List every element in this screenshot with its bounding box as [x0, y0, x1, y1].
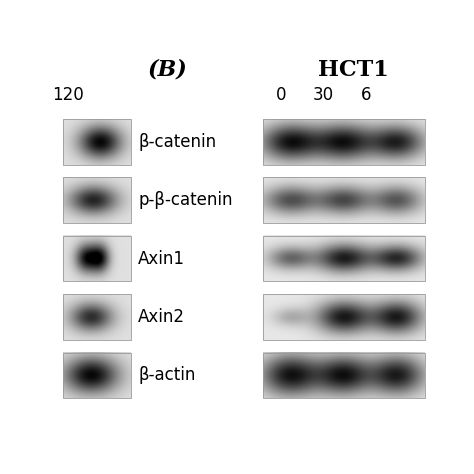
Bar [63, 177, 131, 223]
Bar [63, 294, 131, 340]
Bar [263, 119, 425, 164]
Text: Axin1: Axin1 [138, 249, 185, 267]
Text: β-catenin: β-catenin [138, 133, 216, 151]
Bar [63, 236, 131, 282]
Text: HCT1: HCT1 [318, 59, 389, 81]
Text: Axin2: Axin2 [138, 308, 185, 326]
Bar [63, 353, 131, 398]
Text: 30: 30 [313, 86, 334, 104]
Bar [263, 236, 425, 282]
Bar [263, 294, 425, 340]
Bar [263, 177, 425, 223]
Text: 6: 6 [361, 86, 371, 104]
Text: (B): (B) [148, 59, 188, 81]
Text: β-actin: β-actin [138, 366, 196, 384]
Text: 0: 0 [276, 86, 287, 104]
Bar [263, 353, 425, 398]
Text: 120: 120 [53, 86, 84, 104]
Text: p-β-catenin: p-β-catenin [138, 191, 233, 209]
Bar [63, 119, 131, 164]
